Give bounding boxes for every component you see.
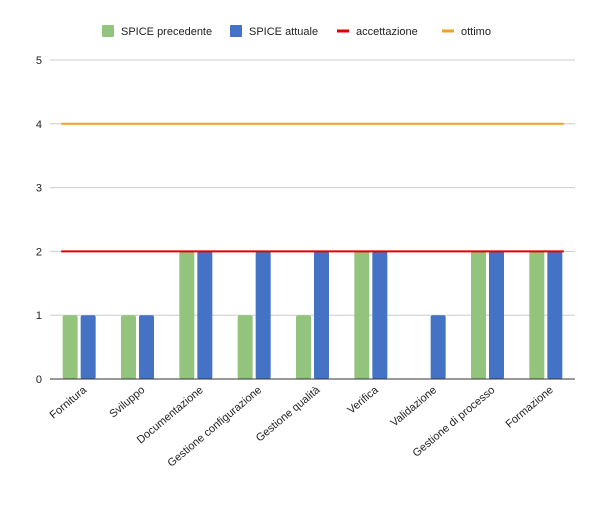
bar-spice-attuale [314, 251, 329, 379]
y-tick-label: 2 [36, 246, 42, 258]
legend-item-ottimo: ottimo [442, 26, 491, 38]
bar-spice-precedente [471, 251, 486, 379]
bar-spice-precedente [529, 251, 545, 379]
legend-item-accettazione: accettazione [337, 26, 418, 38]
bar-spice-attuale [430, 315, 446, 379]
bar-spice-attuale [372, 251, 388, 379]
bar-spice-precedente [354, 251, 370, 379]
legend-swatch [102, 25, 114, 37]
x-category-label: Formazione [504, 384, 556, 431]
bar-spice-attuale [489, 251, 504, 379]
bar-spice-precedente [179, 251, 195, 379]
legend: SPICE precedente SPICE attuale accettazion… [102, 25, 491, 38]
x-axis-labels: Fornitura SviluppoDocumentazioneGestione … [48, 384, 556, 470]
bar-spice-precedente [237, 315, 253, 379]
reference-lines [61, 122, 564, 253]
legend-swatch [337, 29, 349, 33]
x-category-label: Validazione [388, 384, 439, 429]
x-category-label: Gestione qualità [254, 384, 323, 445]
legend-item-spice-precedente: SPICE precedente [102, 25, 212, 38]
y-tick-label: 5 [36, 55, 42, 67]
y-tick-label: 0 [36, 374, 42, 386]
bar-spice-attuale [255, 251, 271, 379]
bars [62, 251, 563, 379]
legend-label: SPICE attuale [249, 26, 318, 38]
x-category-label: Sviluppo [107, 384, 147, 420]
legend-label: ottimo [461, 26, 491, 38]
bar-spice-attuale [80, 315, 96, 379]
legend-item-spice-attuale: SPICE attuale [230, 25, 318, 38]
x-category-label: Verifica [345, 384, 381, 417]
x-category-label: Fornitura [48, 384, 90, 422]
bar-spice-attuale [547, 251, 563, 379]
y-axis-ticks: 0 1 2 3 4 5 [36, 55, 42, 386]
bar-spice-attuale [139, 315, 154, 379]
bar-spice-precedente [62, 315, 78, 379]
y-tick-label: 3 [36, 183, 42, 195]
y-tick-label: 4 [36, 119, 42, 131]
legend-label: accettazione [356, 26, 418, 38]
bar-spice-precedente [296, 315, 311, 379]
y-tick-label: 1 [36, 310, 42, 322]
legend-swatch [230, 25, 242, 37]
x-category-label: Gestione configurazione [165, 384, 264, 469]
bar-spice-precedente [121, 315, 136, 379]
legend-label: SPICE precedente [121, 26, 212, 38]
bar-spice-attuale [197, 251, 213, 379]
legend-swatch [442, 29, 454, 33]
